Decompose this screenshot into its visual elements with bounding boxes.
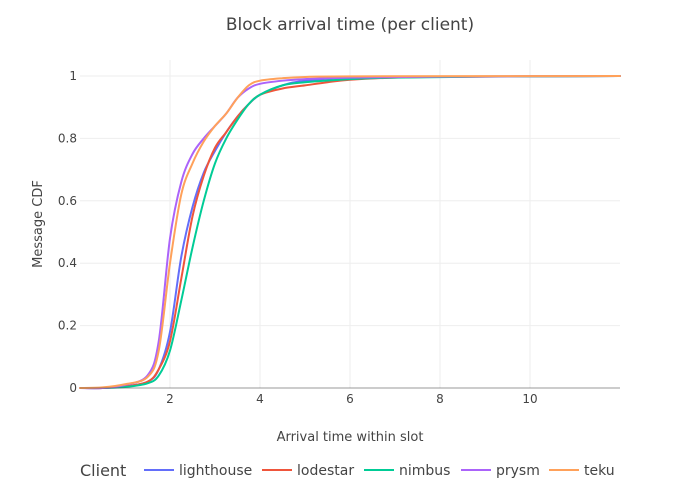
series-line-teku[interactable] — [79, 75, 621, 389]
legend-item-lodestar[interactable]: lodestar — [262, 463, 354, 479]
legend-label: prysm — [496, 463, 540, 479]
x-tick-label: 4 — [256, 392, 264, 406]
x-tick-label: 2 — [166, 392, 174, 406]
chart-title: Block arrival time (per client) — [226, 15, 474, 35]
x-axis-title: Arrival time within slot — [277, 430, 424, 445]
legend-label: nimbus — [399, 463, 450, 479]
y-tick-label: 0.4 — [58, 256, 77, 270]
x-tick-label: 8 — [436, 392, 444, 406]
x-tick-label: 6 — [346, 392, 354, 406]
legend-label: lighthouse — [179, 463, 252, 479]
legend-item-lighthouse[interactable]: lighthouse — [144, 463, 252, 479]
y-tick-label: 1 — [69, 69, 77, 83]
legend-item-prysm[interactable]: prysm — [461, 463, 540, 479]
y-tick-label: 0.2 — [58, 319, 77, 333]
series-line-nimbus[interactable] — [79, 75, 621, 390]
legend[interactable]: Client lighthouse lodestar nimbus prysm teku — [80, 461, 615, 480]
legend-label: lodestar — [297, 463, 354, 479]
legend-items[interactable]: lighthouse lodestar nimbus prysm teku — [144, 463, 615, 479]
legend-title: Client — [80, 461, 126, 480]
y-axis-title: Message CDF — [31, 180, 46, 268]
y-tick-label: 0 — [69, 381, 77, 395]
series-lines[interactable] — [79, 75, 621, 390]
legend-label: teku — [584, 463, 615, 479]
axes: 2 4 6 8 10 0 0.2 0.4 0.6 0.8 1 — [58, 69, 620, 406]
legend-item-nimbus[interactable]: nimbus — [364, 463, 450, 479]
legend-item-teku[interactable]: teku — [549, 463, 615, 479]
y-tick-label: 0.8 — [58, 131, 77, 145]
y-tick-label: 0.6 — [58, 194, 77, 208]
x-tick-label: 10 — [522, 392, 537, 406]
